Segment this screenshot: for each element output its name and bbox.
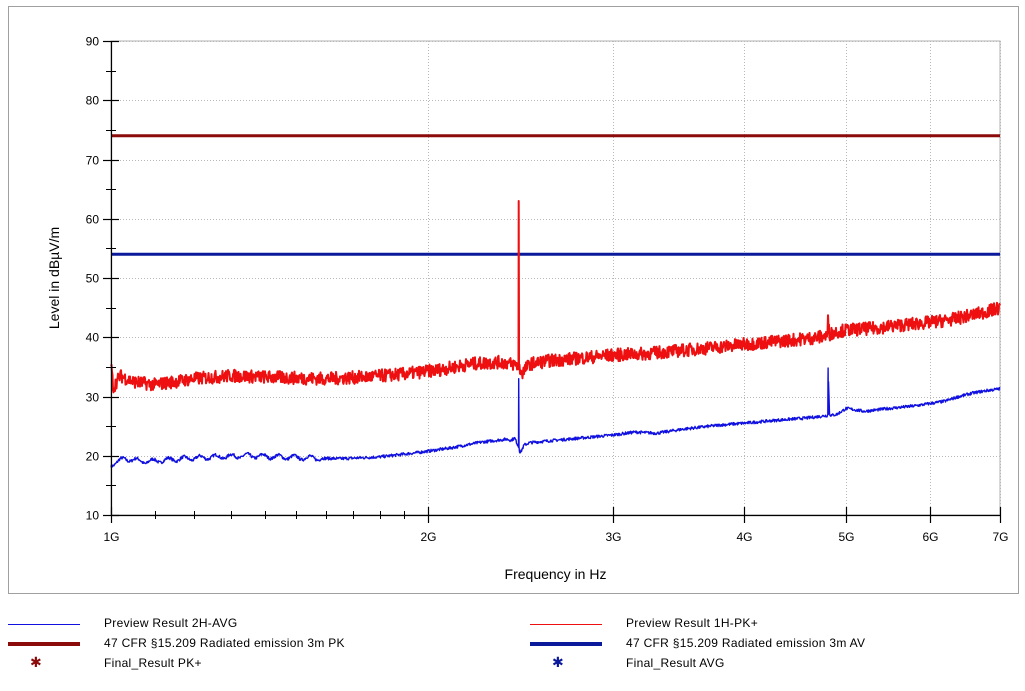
- legend-label: Preview Result 1H-PK+: [626, 616, 759, 630]
- series-line: [110, 367, 1001, 468]
- legend-swatch: [530, 623, 602, 625]
- legend-label: Preview Result 2H-AVG: [104, 616, 238, 630]
- legend-item: Preview Result 1H-PK+: [530, 614, 1010, 634]
- x-tick-label: 4G: [736, 530, 752, 544]
- legend-label: 47 CFR §15.209 Radiated emission 3m PK: [104, 636, 345, 650]
- x-tick-label: 2G: [420, 530, 436, 544]
- y-tick-label: 80: [86, 94, 100, 108]
- y-tick-label: 50: [86, 272, 100, 286]
- legend-label: 47 CFR §15.209 Radiated emission 3m AV: [626, 636, 866, 650]
- y-axis-title: Level in dBµV/m: [46, 227, 62, 329]
- y-tick-label: 30: [86, 391, 100, 405]
- legend-item: ✱ Final_Result PK+: [8, 654, 488, 674]
- chart-frame: 10 20 30 40 50 60 70 80 90 1G 2G 3G 4G 5G 6G 7G Frequenc…: [8, 6, 1019, 594]
- y-tick-label: 10: [86, 509, 100, 523]
- emission-chart: 10 20 30 40 50 60 70 80 90 1G 2G 3G 4G 5G 6G 7G Frequenc…: [46, 35, 1009, 583]
- x-tick-label: 3G: [605, 530, 621, 544]
- x-axis-title: Frequency in Hz: [505, 566, 607, 582]
- legend-item: 47 CFR §15.209 Radiated emission 3m PK: [8, 634, 488, 654]
- x-tick-label: 7G: [992, 530, 1008, 544]
- x-tick-label: 1G: [103, 530, 119, 544]
- y-tick-label: 40: [86, 331, 100, 345]
- legend-marker-star-icon: ✱: [30, 654, 42, 670]
- legend: Preview Result 2H-AVG Preview Result 1H-P…: [0, 614, 1025, 691]
- x-tick-label: 6G: [922, 530, 938, 544]
- y-tick-label: 60: [86, 213, 100, 227]
- legend-item: 47 CFR §15.209 Radiated emission 3m AV: [530, 634, 1010, 654]
- legend-marker-star-icon: ✱: [552, 654, 564, 670]
- legend-swatch: [530, 642, 602, 646]
- legend-item: Preview Result 2H-AVG: [8, 614, 488, 634]
- y-tick-label: 90: [86, 35, 100, 49]
- x-tick-label: 5G: [838, 530, 854, 544]
- legend-swatch: [8, 642, 80, 646]
- legend-item: ✱ Final_Result AVG: [530, 654, 1010, 674]
- series-line: [110, 199, 1001, 394]
- legend-label: Final_Result PK+: [104, 656, 202, 670]
- y-tick-label: 20: [86, 450, 100, 464]
- y-tick-label: 70: [86, 154, 100, 168]
- legend-swatch: [8, 623, 80, 625]
- legend-label: Final_Result AVG: [626, 656, 725, 670]
